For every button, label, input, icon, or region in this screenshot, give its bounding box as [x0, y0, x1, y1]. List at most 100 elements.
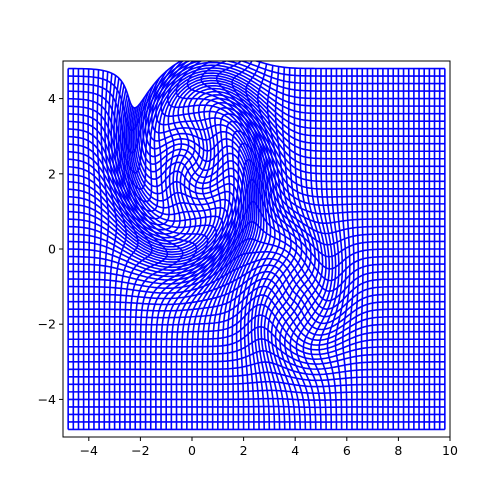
y-tick-label: 0 — [48, 242, 56, 257]
mesh-line-horizontal — [68, 221, 445, 292]
mesh-line-horizontal — [68, 130, 445, 266]
mesh-line-vertical — [82, 68, 85, 430]
mesh-line-vertical — [186, 61, 268, 430]
mesh-line-vertical — [125, 101, 224, 430]
mesh-line-horizontal — [68, 350, 445, 370]
mesh-line-vertical — [231, 61, 281, 430]
mesh-line-vertical — [117, 85, 184, 430]
mesh-line-vertical — [142, 84, 251, 430]
mesh-line-horizontal — [68, 389, 445, 394]
mesh-line-vertical — [132, 107, 240, 430]
mesh-line-vertical — [127, 104, 229, 430]
y-axis: −4 −2 0 2 4 — [38, 91, 63, 407]
mesh-line-vertical — [279, 68, 320, 430]
mesh-line-vertical — [366, 68, 369, 430]
mesh-line-horizontal — [68, 87, 445, 245]
mesh-line-vertical — [166, 61, 262, 430]
mesh-line-vertical — [175, 61, 265, 430]
x-tick-label: 6 — [343, 443, 351, 458]
mesh-line-horizontal — [68, 178, 445, 274]
mesh-line-horizontal — [68, 270, 445, 331]
mesh-line-horizontal — [68, 142, 445, 269]
mesh-line-vertical — [104, 71, 118, 430]
mesh-line-vertical — [121, 93, 209, 430]
mesh-line-vertical — [342, 68, 351, 430]
mesh-line-vertical — [289, 68, 327, 430]
mesh-line-vertical — [270, 67, 312, 430]
mesh-line-vertical — [360, 68, 364, 430]
mesh-line-horizontal — [68, 120, 445, 263]
mesh-line-horizontal — [68, 405, 445, 409]
mesh-line-horizontal — [68, 94, 445, 251]
mesh-line-horizontal — [68, 285, 445, 342]
mesh-line-vertical — [318, 68, 340, 430]
mesh-line-vertical — [137, 97, 247, 430]
mesh-line-vertical — [215, 61, 276, 430]
x-tick-label: 0 — [188, 443, 196, 458]
mesh-line-vertical — [130, 107, 237, 430]
y-tick-label: −2 — [38, 317, 56, 332]
mesh-line-vertical — [160, 61, 260, 430]
mesh-line-horizontal — [68, 101, 445, 256]
mesh-line-vertical — [260, 65, 298, 430]
mesh-line-horizontal — [68, 361, 445, 376]
mesh-line-vertical — [267, 67, 308, 430]
mesh-line-vertical — [87, 68, 91, 430]
mesh-line-horizontal — [68, 84, 445, 242]
mesh-line-vertical — [284, 68, 324, 430]
mesh-line-vertical — [119, 89, 198, 430]
mesh-line-horizontal — [68, 82, 445, 239]
mesh-line-horizontal — [68, 303, 445, 351]
mesh-line-vertical — [245, 61, 287, 430]
mesh-line-vertical — [134, 105, 243, 430]
mesh-line-vertical — [107, 73, 127, 430]
mesh-line-horizontal — [68, 97, 445, 253]
mesh-line-vertical — [110, 75, 139, 430]
mesh-line-vertical — [144, 77, 253, 430]
x-tick-label: 4 — [291, 443, 299, 458]
mesh-line-vertical — [135, 101, 245, 430]
mesh-line-vertical — [348, 68, 355, 430]
x-tick-label: 10 — [442, 443, 458, 458]
mesh-line-horizontal — [68, 314, 445, 356]
mesh-line-vertical — [310, 68, 337, 430]
mesh-line-vertical — [100, 70, 110, 430]
mesh-line-vertical — [139, 91, 249, 430]
mesh-line-horizontal — [68, 159, 445, 271]
x-tick-label: −2 — [131, 443, 149, 458]
x-tick-label: −4 — [80, 443, 98, 458]
y-tick-label: 4 — [48, 91, 56, 106]
mesh-line-vertical — [295, 68, 331, 430]
mesh-line-horizontal — [68, 277, 445, 336]
mesh-line-horizontal — [68, 397, 445, 401]
x-tick-label: 8 — [394, 443, 402, 458]
mesh-line-horizontal — [68, 325, 445, 360]
mesh-line-vertical — [113, 78, 153, 430]
mesh-line-horizontal — [68, 264, 445, 325]
mesh-line-vertical — [354, 68, 360, 430]
mesh-line-vertical — [92, 69, 97, 430]
mesh-line-horizontal — [68, 257, 445, 318]
x-tick-label: 2 — [240, 443, 248, 458]
mesh-line-vertical — [147, 70, 254, 430]
mesh-line-horizontal — [68, 106, 445, 258]
mesh-line-vertical — [263, 66, 303, 430]
mesh-line-horizontal — [68, 294, 445, 346]
mesh-line-horizontal — [68, 371, 445, 382]
mesh-line-vertical — [115, 81, 169, 430]
mesh-line-horizontal — [68, 251, 445, 310]
mesh-line-vertical — [302, 68, 334, 430]
x-axis: −4 −2 0 2 4 6 8 10 — [80, 437, 458, 458]
y-tick-label: −4 — [38, 392, 56, 407]
mesh-line-vertical — [96, 69, 103, 430]
mesh-line-vertical — [155, 61, 258, 430]
mesh-line-vertical — [274, 68, 316, 430]
mesh-line-vertical — [326, 68, 344, 430]
mesh-line-vertical — [200, 61, 272, 430]
mesh-line-horizontal — [68, 113, 445, 261]
mesh-line-horizontal — [68, 90, 445, 248]
mesh-line-vertical — [123, 97, 218, 430]
mesh-line-horizontal — [68, 238, 445, 302]
mesh-lines — [67, 61, 446, 431]
mesh-line-vertical — [151, 63, 256, 430]
